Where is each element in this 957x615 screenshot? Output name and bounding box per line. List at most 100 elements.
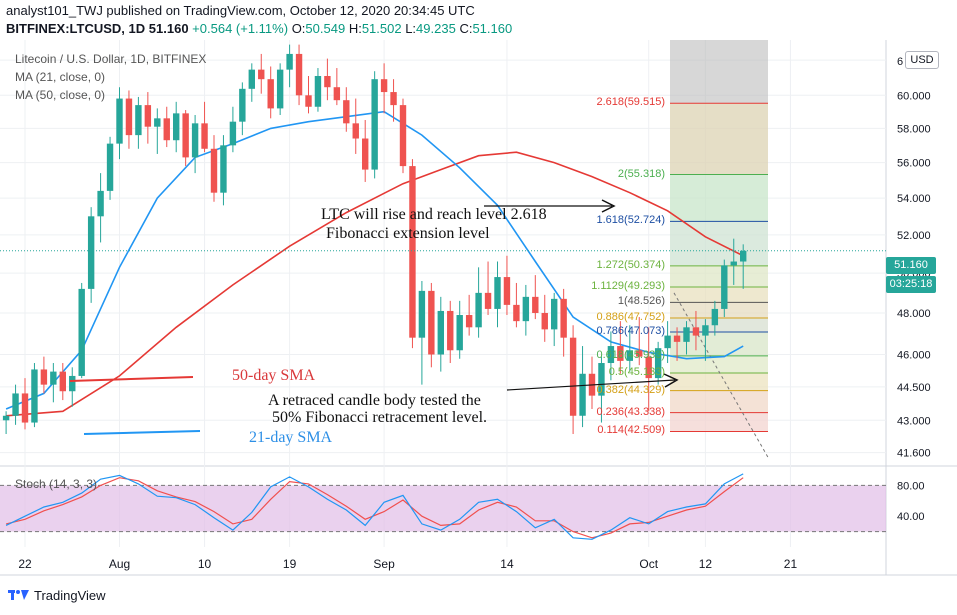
candle-body bbox=[144, 105, 152, 127]
candle-body bbox=[418, 290, 426, 338]
price-tick-label: 56.000 bbox=[897, 158, 931, 170]
close-value: 51.160 bbox=[472, 21, 513, 36]
fib-level-label: 1.1129(49.293) bbox=[591, 280, 665, 293]
candle-body bbox=[683, 327, 690, 342]
candle-body bbox=[484, 292, 492, 309]
candle-body bbox=[579, 373, 586, 416]
candle-body bbox=[428, 290, 435, 355]
ltc-target-annotation: LTC will rise and reach level 2.618 Fibo… bbox=[321, 205, 547, 243]
candle-body bbox=[69, 375, 76, 392]
sma50-marker bbox=[69, 376, 194, 382]
candle-body bbox=[702, 325, 709, 336]
fib-level-label: 1.618(52.724) bbox=[596, 214, 666, 227]
candle-body bbox=[371, 79, 378, 170]
candle-body bbox=[116, 98, 123, 144]
candle-body bbox=[305, 95, 312, 107]
ma50-legend[interactable]: MA (50, close, 0) bbox=[15, 88, 106, 102]
symbol-ohlc-line: BITFINEX:LTCUSD, 1D 51.160 +0.564 (+1.11… bbox=[6, 21, 512, 36]
candle-body bbox=[31, 369, 38, 423]
last-price-tag: 51.160 bbox=[886, 257, 936, 274]
retr-arrow-line bbox=[506, 379, 676, 391]
time-tick-label: 21 bbox=[784, 557, 798, 571]
symbol: BITFINEX:LTCUSD, 1D bbox=[6, 21, 146, 36]
candle-body bbox=[692, 327, 700, 336]
low-value: 49.235 bbox=[416, 21, 456, 36]
tradingview-logo-icon bbox=[8, 588, 30, 605]
stoch-k-line bbox=[5, 473, 744, 540]
time-tick-label: 14 bbox=[500, 557, 514, 571]
candle-body bbox=[475, 292, 482, 328]
price-tick-label: 6 bbox=[897, 56, 903, 68]
fib-level-label: 0.618(45.933) bbox=[596, 348, 666, 361]
candle-body bbox=[541, 312, 548, 330]
sma21-label: 21-day SMA bbox=[249, 429, 333, 446]
candle-body bbox=[626, 350, 633, 361]
candle-body bbox=[673, 335, 681, 342]
candle-body bbox=[163, 118, 170, 141]
price-tick-label: 48.000 bbox=[897, 308, 931, 320]
candle-body bbox=[645, 356, 652, 379]
fib-level-label: 0.382(44.329) bbox=[596, 383, 666, 396]
fib-zone bbox=[670, 355, 768, 374]
price-tick-label: 46.000 bbox=[897, 349, 931, 361]
candle-body bbox=[711, 308, 719, 326]
fib-level-label: 0.886(47.752) bbox=[596, 311, 666, 324]
stoch-tick-label: 40.00 bbox=[897, 511, 925, 523]
fib-zone bbox=[670, 412, 768, 432]
candle-body bbox=[78, 288, 85, 376]
high-value: 51.502 bbox=[361, 21, 402, 36]
candle-body bbox=[295, 53, 303, 96]
candle-body bbox=[607, 346, 615, 364]
fib-zone-top bbox=[670, 40, 768, 104]
candle-body bbox=[447, 310, 454, 351]
candle-body bbox=[437, 310, 444, 355]
fib-zone bbox=[670, 103, 768, 175]
high-label: H: bbox=[348, 21, 362, 36]
candle-body bbox=[740, 250, 747, 262]
candle-body bbox=[409, 166, 416, 338]
low-label: L: bbox=[405, 21, 417, 36]
candle-body bbox=[465, 315, 473, 328]
candle-body bbox=[721, 265, 728, 309]
candle-body bbox=[97, 190, 104, 217]
time-tick-label: Aug bbox=[109, 557, 130, 571]
publish-info: analyst101_TWJ published on TradingView.… bbox=[6, 3, 475, 18]
stoch-legend[interactable]: Stoch (14, 3, 3) bbox=[15, 477, 98, 491]
candle-body bbox=[551, 298, 558, 330]
ma50-line bbox=[6, 151, 744, 417]
price-tick-label: 58.000 bbox=[897, 123, 931, 135]
candle-body bbox=[569, 337, 577, 416]
brand-name: TradingView bbox=[34, 588, 106, 603]
open-value: 50.549 bbox=[305, 21, 346, 36]
close-main: 51.160 bbox=[148, 21, 189, 36]
time-tick-label: Sep bbox=[373, 557, 395, 571]
fib-zone bbox=[670, 302, 768, 319]
candle-body bbox=[125, 98, 133, 136]
candle-body bbox=[12, 393, 19, 416]
tradingview-brand[interactable]: TradingView bbox=[8, 588, 106, 605]
ltc-arrow-head bbox=[601, 199, 616, 213]
candle-body bbox=[258, 69, 265, 80]
candle-body bbox=[50, 371, 57, 385]
ma21-legend[interactable]: MA (21, close, 0) bbox=[15, 70, 106, 84]
currency-button[interactable]: USD bbox=[905, 51, 939, 69]
fib-level-label: 1.272(50.374) bbox=[596, 258, 666, 271]
fib-zone bbox=[670, 265, 768, 288]
candle-body bbox=[314, 75, 322, 107]
open-label: O: bbox=[291, 21, 306, 36]
candle-body bbox=[59, 371, 66, 392]
sma50-label: 50-day SMA bbox=[232, 367, 316, 384]
price-tick-label: 43.000 bbox=[897, 415, 931, 427]
candle-body bbox=[239, 88, 246, 122]
candle-body bbox=[333, 87, 341, 101]
price-tick-label: 44.500 bbox=[897, 382, 931, 394]
fib-zone bbox=[670, 332, 768, 356]
change: +0.564 (+1.11%) bbox=[192, 21, 289, 36]
fib-zone bbox=[670, 174, 768, 222]
fib-level-label: 0.5(45.133) bbox=[608, 366, 665, 379]
candle-body bbox=[636, 350, 643, 357]
candle-body bbox=[248, 69, 255, 89]
sma21-marker bbox=[83, 430, 201, 435]
candle-body bbox=[343, 100, 350, 124]
